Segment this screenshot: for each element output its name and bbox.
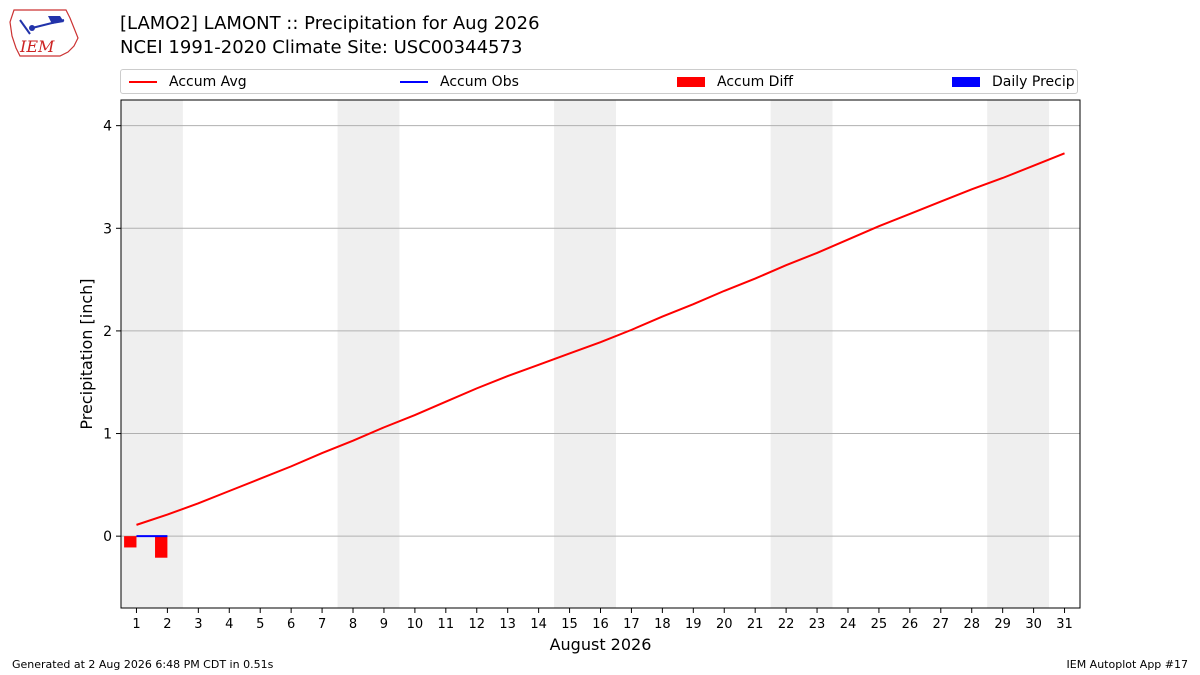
x-tick-label: 25 [871,617,888,632]
x-tick-label: 21 [747,617,764,632]
weekend-band-5 [987,100,1050,608]
legend-swatch-accum-obs [400,80,428,83]
logo-text: IEM [19,37,55,56]
x-tick-label: 7 [318,617,326,632]
x-tick-label: 30 [1025,617,1042,632]
legend-swatch-accum-diff [677,76,705,87]
x-tick-label: 2 [163,617,171,632]
y-tick-label: 3 [103,221,112,237]
x-tick-label: 10 [407,617,424,632]
legend-item-accum-obs: Accum Obs [400,70,519,93]
legend-item-accum-avg: Accum Avg [129,70,247,93]
x-tick-label: 11 [438,617,455,632]
legend-label-accum-diff: Accum Diff [717,73,794,90]
y-tick-label: 2 [103,324,112,340]
x-tick-label: 4 [225,617,233,632]
legend-label-daily-precip: Daily Precip [992,73,1075,90]
weekend-band-2 [337,100,400,608]
x-tick-label: 23 [809,617,826,632]
iem-logo: IEM [9,9,79,57]
footer-app: IEM Autoplot App #17 [1066,658,1189,671]
x-tick-label: 5 [256,617,264,632]
accum-diff-bar [124,536,137,548]
x-tick-label: 16 [592,617,609,632]
y-tick-label: 0 [103,529,112,545]
accum-avg-line [136,152,1065,526]
legend-swatch-accum-avg [129,80,157,83]
x-axis-label: August 2026 [550,635,652,654]
x-tick-label: 14 [530,617,547,632]
legend-item-accum-diff: Accum Diff [677,70,793,93]
x-tick-label: 13 [499,617,516,632]
legend-swatch-daily-precip [952,76,980,87]
x-tick-label: 31 [1056,617,1073,632]
y-tick-label: 1 [103,427,112,443]
legend-item-daily-precip: Daily Precip [952,70,1075,93]
x-tick-label: 6 [287,617,295,632]
x-tick-label: 27 [933,617,950,632]
weekend-band-1 [121,100,183,608]
y-tick-label: 4 [103,119,112,135]
chart-title: [LAMO2] LAMONT :: Precipitation for Aug … [120,13,540,34]
chart-subtitle: NCEI 1991-2020 Climate Site: USC00344573 [120,37,523,58]
x-tick-label: 24 [840,617,857,632]
x-tick-label: 17 [623,617,640,632]
footer-generated: Generated at 2 Aug 2026 6:48 PM CDT in 0… [12,658,274,671]
x-tick-label: 29 [994,617,1011,632]
accum-diff-bar [155,536,168,558]
x-tick-label: 20 [716,617,733,632]
x-tick-label: 15 [561,617,578,632]
x-tick-label: 22 [778,617,795,632]
legend: Accum Avg Accum Obs Accum Diff Daily Pre… [120,69,1078,94]
y-axis-label: Precipitation [inch] [77,278,96,429]
x-tick-label: 26 [902,617,919,632]
x-tick-label: 28 [963,617,980,632]
legend-label-accum-avg: Accum Avg [169,73,247,90]
weekend-band-3 [554,100,616,608]
x-tick-label: 18 [654,617,671,632]
x-tick-label: 19 [685,617,702,632]
x-tick-label: 8 [349,617,357,632]
weekend-band-4 [770,100,833,608]
x-tick-label: 9 [380,617,388,632]
x-tick-label: 12 [468,617,485,632]
legend-label-accum-obs: Accum Obs [440,73,519,90]
x-tick-label: 3 [194,617,202,632]
x-tick-label: 1 [132,617,140,632]
